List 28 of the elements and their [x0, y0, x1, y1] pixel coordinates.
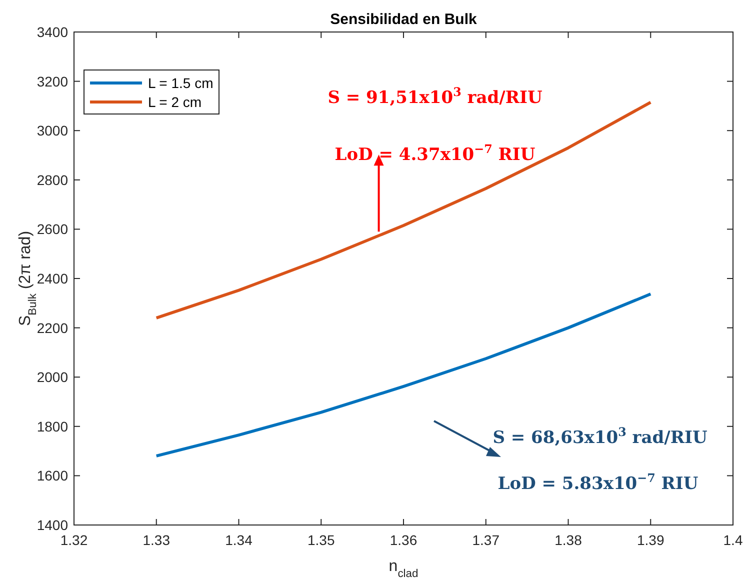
- annotation: LoD = 5.83x10$^{−7}$ RIU: [498, 471, 698, 494]
- legend-label: L = 2 cm: [148, 94, 202, 110]
- x-tick-label: 1.33: [142, 532, 170, 548]
- y-tick-label: 3400: [36, 24, 68, 40]
- x-tick-label: 1.36: [390, 532, 418, 548]
- y-tick-label: 3200: [36, 73, 68, 90]
- chart-title: Sensibilidad en Bulk: [330, 11, 478, 28]
- annotation: S = 68,63x10$^{3}$ rad/RIU: [492, 425, 708, 448]
- y-tick-label: 3000: [36, 122, 68, 139]
- legend-label: L = 1.5 cm: [148, 75, 214, 91]
- y-tick-label: 2000: [36, 369, 68, 386]
- x-tick-label: 1.32: [60, 532, 88, 548]
- x-tick-label: 1.38: [554, 532, 582, 548]
- x-tick-label: 1.39: [637, 532, 664, 548]
- x-tick-label: 1.34: [225, 532, 253, 548]
- y-tick-label: 2200: [36, 320, 68, 336]
- y-tick-label: 2600: [36, 221, 68, 238]
- annotation: S = 91,51x10$^{3}$ rad/RIU: [328, 85, 542, 108]
- x-tick-label: 1.4: [723, 532, 743, 548]
- x-axis-title: n$_{clad}$: [388, 558, 418, 580]
- y-tick-label: 1800: [36, 418, 68, 434]
- x-tick-label: 1.37: [472, 532, 500, 548]
- x-tick-label: 1.35: [308, 532, 335, 548]
- y-tick-label: 1400: [36, 517, 68, 533]
- y-tick-label: 2400: [36, 270, 68, 286]
- y-tick-label: 2800: [36, 172, 68, 188]
- y-tick-label: 1600: [36, 468, 68, 484]
- annotation: LoD = 4.37x10$^{−7}$ RIU: [334, 142, 536, 165]
